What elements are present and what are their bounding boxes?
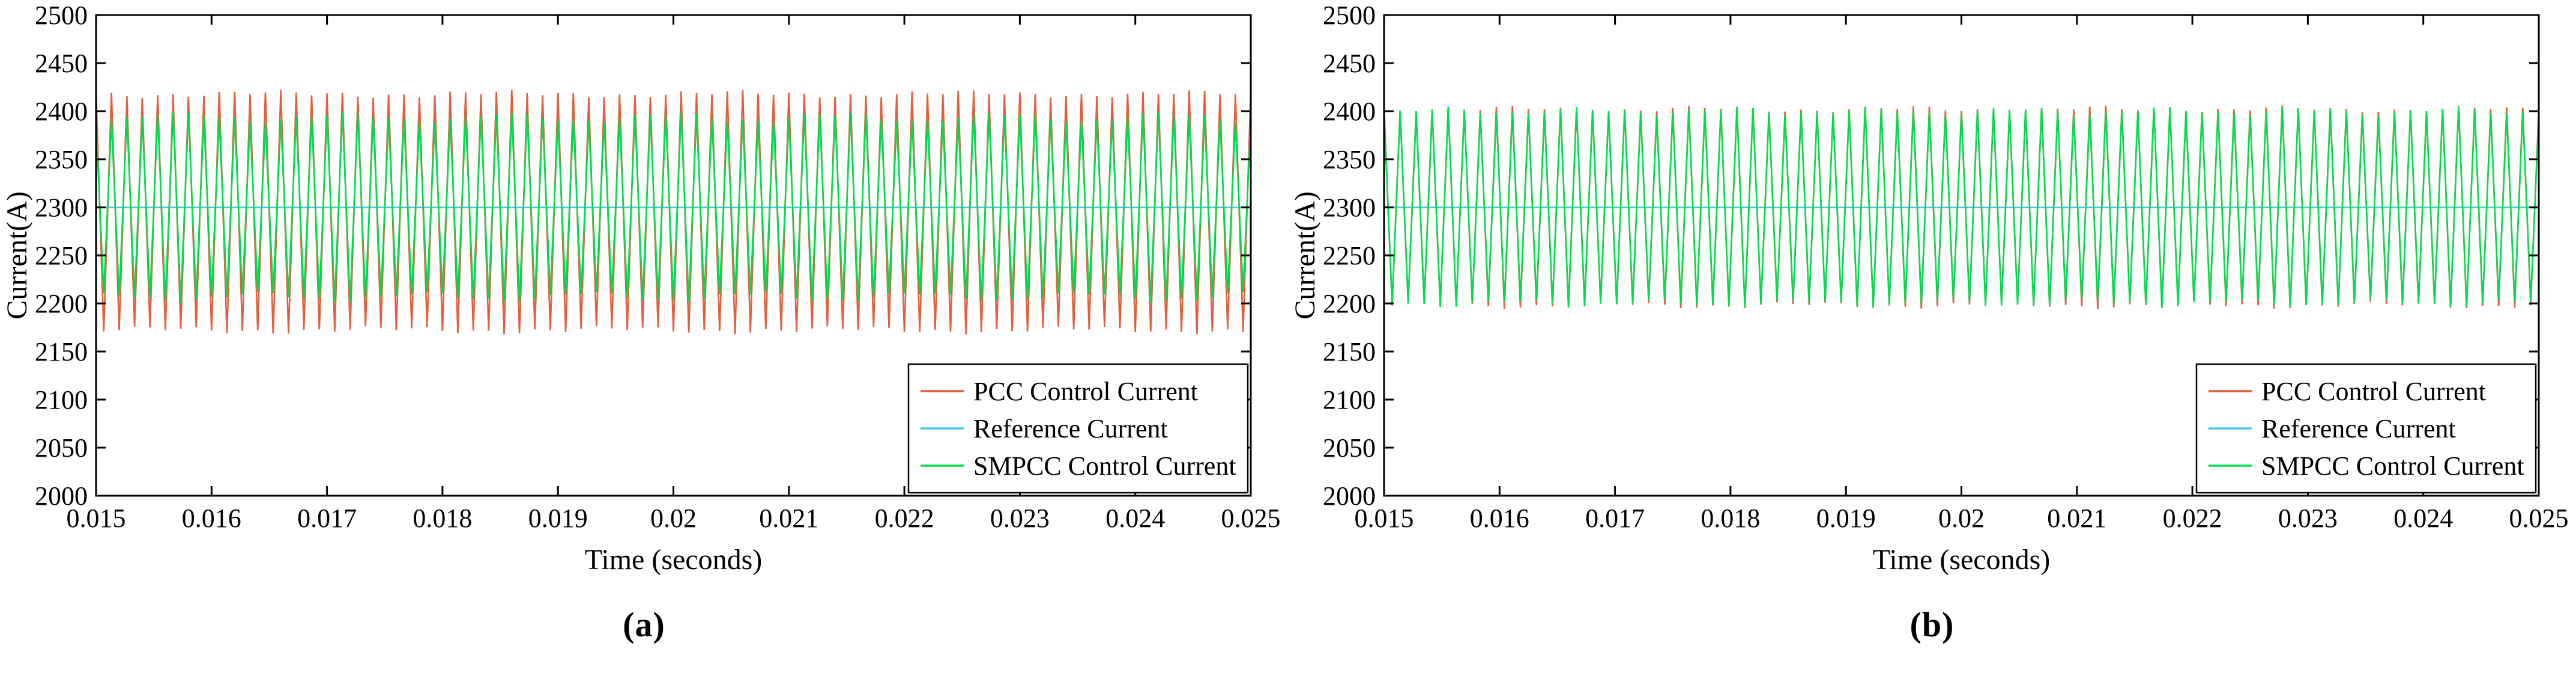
svg-text:2250: 2250 — [35, 241, 88, 270]
svg-text:2450: 2450 — [1323, 49, 1376, 78]
svg-text:SMPCC Control Current: SMPCC Control Current — [2261, 451, 2524, 481]
svg-text:0.016: 0.016 — [1470, 504, 1529, 533]
svg-text:2500: 2500 — [35, 1, 88, 30]
svg-text:0.02: 0.02 — [650, 504, 697, 533]
svg-text:PCC Control Current: PCC Control Current — [973, 377, 1198, 406]
svg-text:PCC Control Current: PCC Control Current — [2261, 377, 2486, 406]
svg-text:2000: 2000 — [1323, 481, 1376, 511]
svg-text:2400: 2400 — [35, 97, 88, 126]
svg-text:2350: 2350 — [35, 145, 88, 174]
svg-text:2300: 2300 — [35, 193, 88, 222]
svg-text:0.019: 0.019 — [528, 504, 588, 533]
svg-text:0.021: 0.021 — [2047, 504, 2106, 533]
svg-text:0.021: 0.021 — [759, 504, 818, 533]
svg-text:2500: 2500 — [1323, 1, 1376, 30]
svg-text:2050: 2050 — [1323, 433, 1376, 463]
svg-text:2000: 2000 — [35, 481, 88, 511]
caption-b: (b) — [1909, 605, 1955, 644]
svg-text:0.017: 0.017 — [297, 504, 357, 533]
svg-text:0.015: 0.015 — [67, 504, 126, 533]
svg-text:0.023: 0.023 — [990, 504, 1050, 533]
svg-text:Reference Current: Reference Current — [973, 414, 1168, 443]
svg-text:0.019: 0.019 — [1816, 504, 1876, 533]
svg-text:0.025: 0.025 — [2509, 504, 2569, 533]
svg-text:2100: 2100 — [35, 385, 88, 415]
svg-text:Time (seconds): Time (seconds) — [585, 544, 763, 576]
svg-text:2450: 2450 — [35, 49, 88, 78]
svg-text:2100: 2100 — [1323, 385, 1376, 415]
svg-text:0.02: 0.02 — [1938, 504, 1985, 533]
svg-text:2200: 2200 — [1323, 289, 1376, 318]
svg-text:2150: 2150 — [35, 337, 88, 367]
svg-text:2300: 2300 — [1323, 193, 1376, 222]
chart-b: 0.015 0.016 0.017 0.018 0.019 0.02 0.021 0.022 0… — [1289, 1, 2569, 576]
svg-text:0.024: 0.024 — [1105, 504, 1165, 533]
svg-text:0.016: 0.016 — [182, 504, 241, 533]
svg-text:0.017: 0.017 — [1585, 504, 1645, 533]
svg-text:0.018: 0.018 — [413, 504, 472, 533]
svg-text:0.018: 0.018 — [1701, 504, 1760, 533]
svg-text:2400: 2400 — [1323, 97, 1376, 126]
figure-a: 0.015 0.016 0.017 0.018 0.019 0.02 0.021 0.022 0… — [1, 1, 1281, 644]
figure-b: 0.015 0.016 0.017 0.018 0.019 0.02 0.021 0.022 0… — [1288, 0, 2576, 682]
chart-a: 0.015 0.016 0.017 0.018 0.019 0.02 0.021 0.022 0… — [1, 1, 1281, 576]
svg-text:2250: 2250 — [1323, 241, 1376, 270]
svg-text:0.023: 0.023 — [2278, 504, 2338, 533]
svg-text:2150: 2150 — [1323, 337, 1376, 367]
svg-text:0.022: 0.022 — [875, 504, 934, 533]
svg-text:Reference Current: Reference Current — [2261, 414, 2456, 443]
svg-text:2050: 2050 — [35, 433, 88, 463]
svg-text:0.015: 0.015 — [1355, 504, 1414, 533]
svg-text:Current(A): Current(A) — [1289, 191, 1321, 319]
svg-text:0.025: 0.025 — [1221, 504, 1281, 533]
svg-text:Time (seconds): Time (seconds) — [1873, 544, 2051, 576]
svg-text:SMPCC Control Current: SMPCC Control Current — [973, 451, 1236, 481]
caption-a: (a) — [623, 605, 665, 644]
svg-text:2200: 2200 — [35, 289, 88, 318]
svg-text:2350: 2350 — [1323, 145, 1376, 174]
svg-text:Current(A): Current(A) — [1, 191, 33, 319]
svg-text:0.022: 0.022 — [2163, 504, 2222, 533]
svg-text:0.024: 0.024 — [2393, 504, 2453, 533]
